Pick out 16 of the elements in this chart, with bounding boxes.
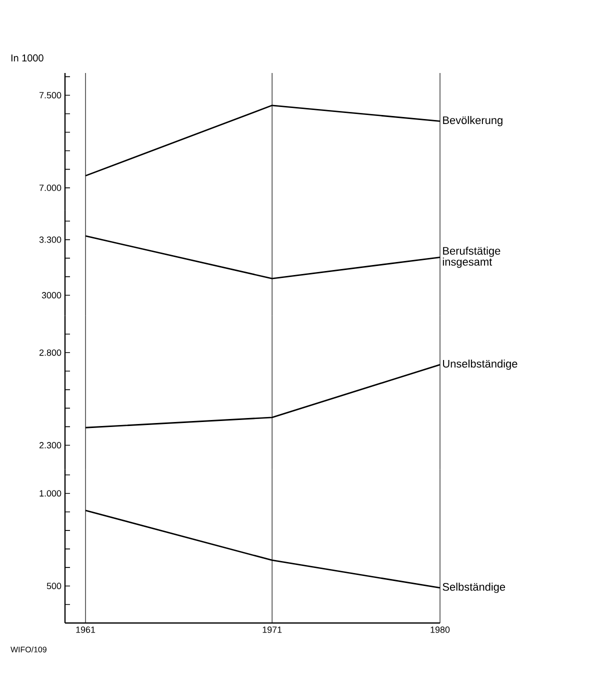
y-tick-label: 500 xyxy=(46,582,62,590)
x-tick-label: 1961 xyxy=(76,626,96,633)
x-tick-label: 1971 xyxy=(262,626,282,633)
y-tick-label: 2.800 xyxy=(39,349,62,356)
y-tick-label: 3.300 xyxy=(39,236,62,243)
y-tick-label: 1.000 xyxy=(40,490,62,497)
series-label: Berufstätige insgesamt xyxy=(442,246,500,268)
y-tick-label: 7.500 xyxy=(39,92,62,98)
y-axis-title: In 1000 xyxy=(11,54,44,62)
series-label: Unselbständige xyxy=(443,360,518,370)
series-label: Selbständige xyxy=(442,582,506,593)
y-tick-label: 7.000 xyxy=(39,184,62,191)
y-tick-label: 3000 xyxy=(42,292,62,298)
x-tick-label: 1980 xyxy=(430,626,450,633)
y-tick-label: 2.300 xyxy=(39,442,62,448)
series-label: Bevölkerung xyxy=(443,116,502,126)
